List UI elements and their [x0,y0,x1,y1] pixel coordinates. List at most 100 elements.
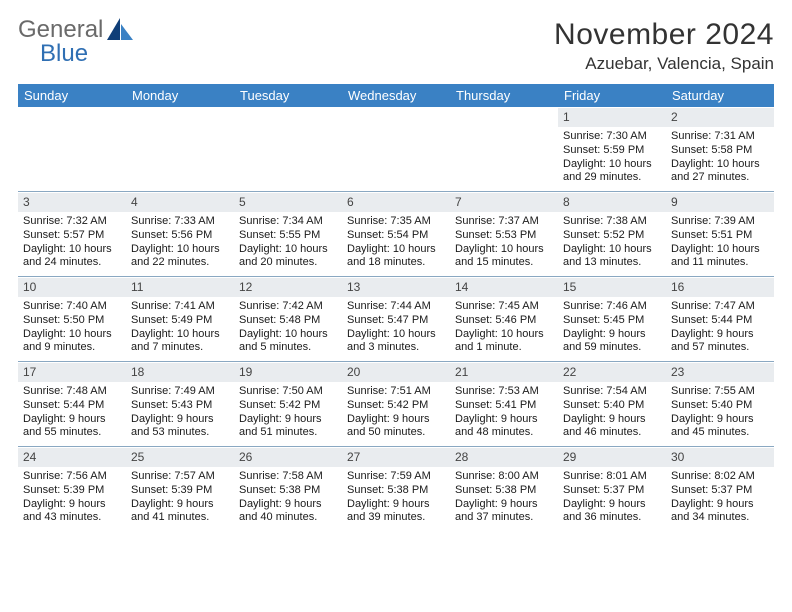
day-number: 16 [666,278,774,297]
day-number: 24 [18,448,126,467]
calendar-cell [342,107,450,191]
calendar-cell: 20Sunrise: 7:51 AMSunset: 5:42 PMDayligh… [342,362,450,446]
sunset-line: Sunset: 5:56 PM [131,229,229,243]
sunrise-line: Sunrise: 7:39 AM [671,215,769,229]
sunset-line: Sunset: 5:54 PM [347,229,445,243]
page-title: November 2024 [554,18,774,52]
sunrise-line: Sunrise: 7:59 AM [347,470,445,484]
day-number: 14 [450,278,558,297]
sunrise-line: Sunrise: 7:32 AM [23,215,121,229]
sunset-line: Sunset: 5:39 PM [23,484,121,498]
sunrise-line: Sunrise: 7:56 AM [23,470,121,484]
weekday-header: Wednesday [342,84,450,107]
sunset-line: Sunset: 5:55 PM [239,229,337,243]
sunrise-line: Sunrise: 7:57 AM [131,470,229,484]
sunset-line: Sunset: 5:44 PM [23,399,121,413]
day-number: 2 [666,108,774,127]
day-number: 7 [450,193,558,212]
daylight-line: Daylight: 10 hours and 1 minute. [455,328,553,356]
sunset-line: Sunset: 5:41 PM [455,399,553,413]
sunset-line: Sunset: 5:38 PM [347,484,445,498]
daylight-line: Daylight: 9 hours and 34 minutes. [671,498,769,526]
weekday-header: Thursday [450,84,558,107]
calendar-cell: 28Sunrise: 8:00 AMSunset: 5:38 PMDayligh… [450,447,558,531]
calendar-cell: 26Sunrise: 7:58 AMSunset: 5:38 PMDayligh… [234,447,342,531]
daylight-line: Daylight: 9 hours and 36 minutes. [563,498,661,526]
page-subtitle: Azuebar, Valencia, Spain [554,54,774,74]
day-number: 22 [558,363,666,382]
sunset-line: Sunset: 5:48 PM [239,314,337,328]
daylight-line: Daylight: 9 hours and 53 minutes. [131,413,229,441]
calendar-cell: 29Sunrise: 8:01 AMSunset: 5:37 PMDayligh… [558,447,666,531]
daylight-line: Daylight: 10 hours and 18 minutes. [347,243,445,271]
calendar-cell: 14Sunrise: 7:45 AMSunset: 5:46 PMDayligh… [450,277,558,361]
daylight-line: Daylight: 10 hours and 22 minutes. [131,243,229,271]
sunrise-line: Sunrise: 7:50 AM [239,385,337,399]
weekday-header: Tuesday [234,84,342,107]
sunset-line: Sunset: 5:45 PM [563,314,661,328]
day-number: 27 [342,448,450,467]
sunrise-line: Sunrise: 7:41 AM [131,300,229,314]
sunrise-line: Sunrise: 8:00 AM [455,470,553,484]
daylight-line: Daylight: 9 hours and 51 minutes. [239,413,337,441]
day-number: 19 [234,363,342,382]
sunrise-line: Sunrise: 7:58 AM [239,470,337,484]
calendar-cell: 11Sunrise: 7:41 AMSunset: 5:49 PMDayligh… [126,277,234,361]
day-number: 23 [666,363,774,382]
daylight-line: Daylight: 9 hours and 59 minutes. [563,328,661,356]
logo-text: General Blue [18,18,103,66]
sunset-line: Sunset: 5:51 PM [671,229,769,243]
calendar-cell: 30Sunrise: 8:02 AMSunset: 5:37 PMDayligh… [666,447,774,531]
day-number: 9 [666,193,774,212]
calendar-cell: 16Sunrise: 7:47 AMSunset: 5:44 PMDayligh… [666,277,774,361]
day-number: 1 [558,108,666,127]
sunset-line: Sunset: 5:47 PM [347,314,445,328]
day-number: 17 [18,363,126,382]
sunset-line: Sunset: 5:53 PM [455,229,553,243]
daylight-line: Daylight: 9 hours and 46 minutes. [563,413,661,441]
calendar-cell: 18Sunrise: 7:49 AMSunset: 5:43 PMDayligh… [126,362,234,446]
daylight-line: Daylight: 10 hours and 11 minutes. [671,243,769,271]
sunset-line: Sunset: 5:42 PM [239,399,337,413]
daylight-line: Daylight: 10 hours and 13 minutes. [563,243,661,271]
sunset-line: Sunset: 5:57 PM [23,229,121,243]
sunrise-line: Sunrise: 7:55 AM [671,385,769,399]
calendar-cell: 2Sunrise: 7:31 AMSunset: 5:58 PMDaylight… [666,107,774,191]
weekday-header-row: SundayMondayTuesdayWednesdayThursdayFrid… [18,84,774,107]
calendar-cell [18,107,126,191]
daylight-line: Daylight: 9 hours and 37 minutes. [455,498,553,526]
day-number: 13 [342,278,450,297]
logo-sail-icon [107,18,133,40]
sunrise-line: Sunrise: 7:48 AM [23,385,121,399]
sunrise-line: Sunrise: 7:30 AM [563,130,661,144]
daylight-line: Daylight: 10 hours and 7 minutes. [131,328,229,356]
daylight-line: Daylight: 10 hours and 5 minutes. [239,328,337,356]
calendar: SundayMondayTuesdayWednesdayThursdayFrid… [18,84,774,531]
sunrise-line: Sunrise: 7:53 AM [455,385,553,399]
daylight-line: Daylight: 10 hours and 27 minutes. [671,158,769,186]
sunset-line: Sunset: 5:39 PM [131,484,229,498]
calendar-cell: 6Sunrise: 7:35 AMSunset: 5:54 PMDaylight… [342,192,450,276]
day-number: 8 [558,193,666,212]
day-number: 26 [234,448,342,467]
sunset-line: Sunset: 5:38 PM [239,484,337,498]
calendar-cell [126,107,234,191]
sunrise-line: Sunrise: 7:37 AM [455,215,553,229]
calendar-cell: 3Sunrise: 7:32 AMSunset: 5:57 PMDaylight… [18,192,126,276]
sunset-line: Sunset: 5:52 PM [563,229,661,243]
calendar-cell: 5Sunrise: 7:34 AMSunset: 5:55 PMDaylight… [234,192,342,276]
calendar-cell: 1Sunrise: 7:30 AMSunset: 5:59 PMDaylight… [558,107,666,191]
calendar-cell: 24Sunrise: 7:56 AMSunset: 5:39 PMDayligh… [18,447,126,531]
weekday-header: Sunday [18,84,126,107]
sunset-line: Sunset: 5:49 PM [131,314,229,328]
calendar-grid: 1Sunrise: 7:30 AMSunset: 5:59 PMDaylight… [18,107,774,531]
sunrise-line: Sunrise: 7:42 AM [239,300,337,314]
sunrise-line: Sunrise: 7:44 AM [347,300,445,314]
sunrise-line: Sunrise: 7:47 AM [671,300,769,314]
calendar-cell: 4Sunrise: 7:33 AMSunset: 5:56 PMDaylight… [126,192,234,276]
calendar-cell: 10Sunrise: 7:40 AMSunset: 5:50 PMDayligh… [18,277,126,361]
calendar-cell: 13 Sunrise: 7:44 AMSunset: 5:47 PMDayligh… [342,277,450,361]
daylight-line: Daylight: 10 hours and 3 minutes. [347,328,445,356]
brand-logo: General Blue [18,18,133,66]
day-number: 25 [126,448,234,467]
